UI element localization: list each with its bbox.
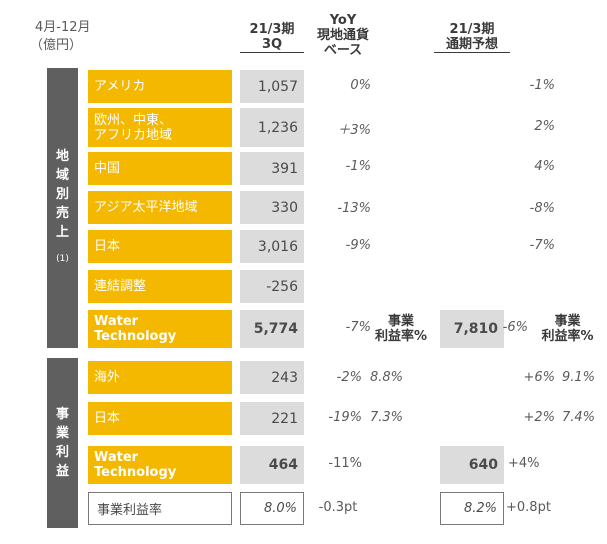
yoy-apac: -13% (337, 201, 371, 216)
period-label: 4月-12月 (35, 20, 91, 35)
yoy-overseas: -2% (336, 370, 362, 385)
yoy-america: 0% (350, 78, 371, 93)
q3-value-consolidation: -256 (240, 270, 304, 303)
section-label-sales-text: 地 域 別 売 上 (55, 149, 69, 240)
section-label-sales: 地 域 別 売 上 (1) (47, 68, 78, 348)
row-label-overseas: 海外 (88, 361, 232, 394)
q3-value-america: 1,057 (240, 70, 304, 103)
yoy-water-technology-profit: -11% (328, 456, 362, 471)
fy-yoy-apac: -8% (529, 201, 555, 216)
fy-yoy-emea: 2% (534, 119, 555, 134)
unit-label: （億円） (30, 38, 83, 53)
section-note: (1) (56, 254, 69, 264)
header-yoy: YoY 現地通貨 ベース (316, 13, 369, 58)
fy-margin-overseas: 9.1% (562, 370, 596, 385)
row-label-japan-profit: 日本 (88, 402, 232, 435)
row-label-water-technology-sales: Water Technology (88, 310, 232, 348)
fy-value-water-technology-sales: 7,810 (440, 310, 504, 348)
fy-yoy-water-technology-profit: +4% (508, 456, 540, 471)
q3-value-emea: 1,236 (240, 108, 304, 147)
margin-overseas: 8.8% (370, 370, 404, 385)
row-label-apac: アジア太平洋地域 (88, 191, 232, 224)
q3-value-apac: 330 (240, 191, 304, 224)
fy-margin-column-label: 事業 利益率% (541, 314, 594, 344)
yoy-water-technology-sales: -7% (345, 320, 371, 335)
section-label-profit: 事 業 利 益 (47, 358, 78, 528)
q3-value-japan: 3,016 (240, 230, 304, 263)
yoy-profit-margin: -0.3pt (318, 500, 358, 515)
row-label-water-technology-profit: Water Technology (88, 446, 232, 484)
fy-yoy-water-technology-sales: -6% (502, 320, 528, 335)
header-full-year: 21/3期 通期予想 (434, 22, 510, 53)
yoy-japan-profit: -19% (328, 410, 362, 425)
fy-yoy-japan-profit: +2% (523, 410, 555, 425)
row-label-consolidation: 連結調整 (88, 270, 232, 303)
q3-value-japan-profit: 221 (240, 402, 304, 435)
yoy-emea: ＋3% (337, 123, 371, 138)
yoy-japan: -9% (345, 238, 371, 253)
q3-value-water-technology-profit: 464 (240, 446, 304, 484)
row-label-china: 中国 (88, 152, 232, 185)
fy-yoy-overseas: +6% (523, 370, 555, 385)
fy-yoy-profit-margin: +0.8pt (506, 500, 551, 515)
fy-yoy-china: 4% (534, 159, 555, 174)
section-label-profit-text: 事 業 利 益 (55, 407, 69, 479)
header-q3: 21/3期 3Q (240, 22, 304, 53)
fy-value-profit-margin: 8.2% (440, 492, 504, 525)
margin-japan-profit: 7.3% (370, 410, 404, 425)
fy-value-water-technology-profit: 640 (440, 446, 504, 484)
fy-margin-japan-profit: 7.4% (562, 410, 596, 425)
q3-value-water-technology-sales: 5,774 (240, 310, 304, 348)
fy-yoy-america: -1% (529, 78, 555, 93)
margin-column-label: 事業 利益率% (374, 314, 428, 344)
row-label-profit-margin: 事業利益率 (88, 492, 232, 525)
yoy-china: -1% (345, 159, 371, 174)
row-label-emea: 欧州、中東、 アフリカ地域 (88, 108, 232, 147)
q3-value-profit-margin: 8.0% (240, 492, 304, 525)
row-label-japan: 日本 (88, 230, 232, 263)
q3-value-china: 391 (240, 152, 304, 185)
q3-value-overseas: 243 (240, 361, 304, 394)
row-label-america: アメリカ (88, 70, 232, 103)
fy-yoy-japan: -7% (529, 238, 555, 253)
